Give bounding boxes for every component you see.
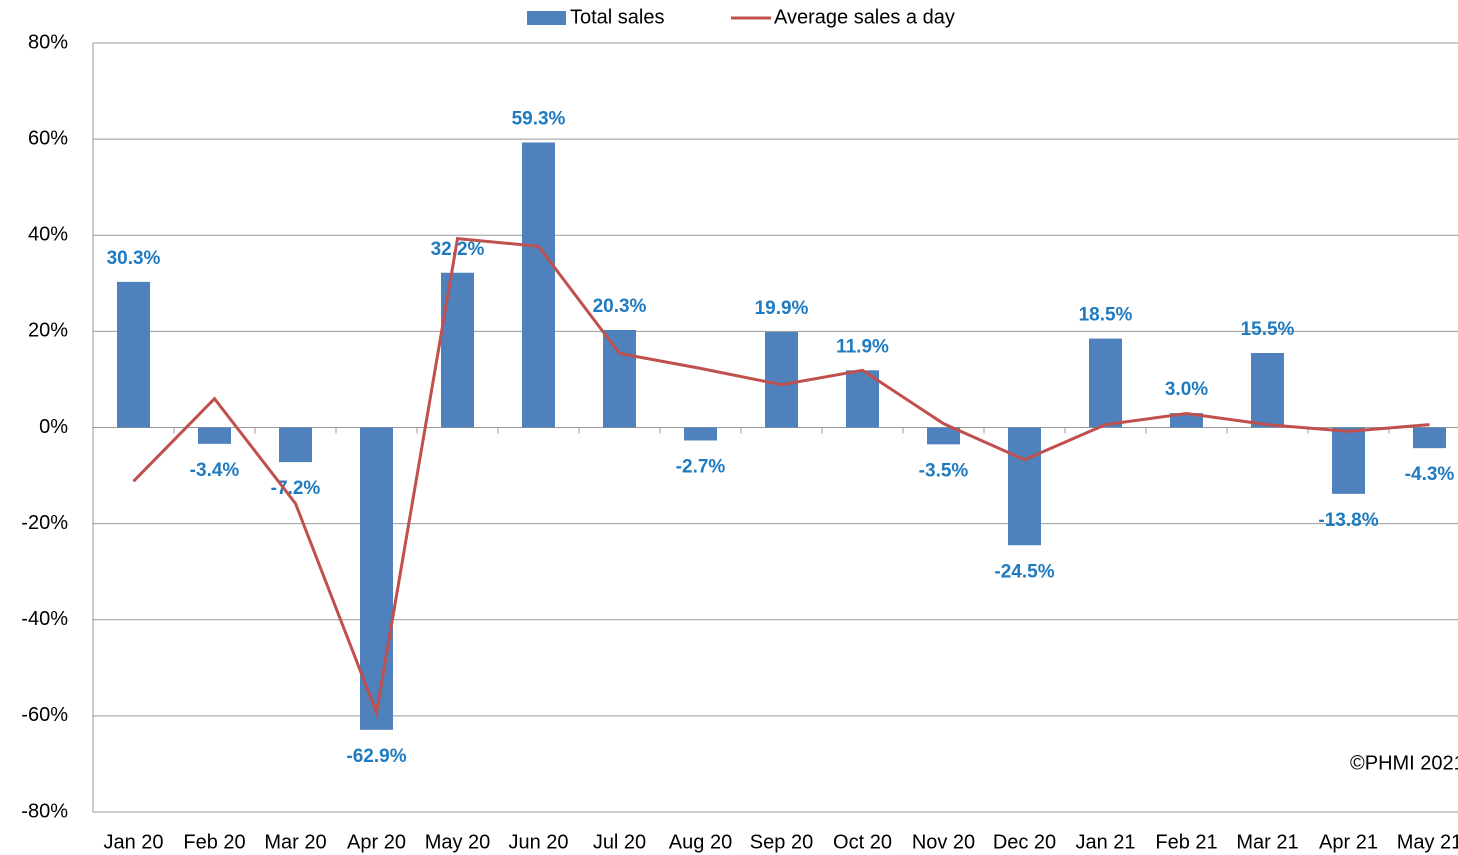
- y-tick-label: -40%: [21, 608, 68, 630]
- bar: [117, 281, 150, 428]
- legend-label: Total sales: [570, 6, 665, 28]
- x-tick-label: Jan 20: [103, 831, 163, 853]
- bar: [684, 427, 717, 441]
- value-label: -24.5%: [994, 561, 1054, 582]
- bar: [846, 370, 879, 428]
- x-tick-label: Oct 20: [833, 831, 892, 853]
- x-tick-label: Dec 20: [993, 831, 1056, 853]
- y-tick-label: -80%: [21, 800, 68, 822]
- value-label: 11.9%: [836, 336, 889, 357]
- y-tick-label: -60%: [21, 704, 68, 726]
- x-tick-label: May 20: [425, 831, 491, 853]
- y-tick-label: 60%: [28, 127, 68, 149]
- value-label: -2.7%: [676, 456, 726, 477]
- annotation: ©PHMI 2021: [1350, 752, 1458, 774]
- bar: [1332, 427, 1365, 494]
- bar: [279, 427, 312, 463]
- y-tick-label: -20%: [21, 512, 68, 534]
- x-tick-label: May 21: [1397, 831, 1458, 853]
- value-label: -7.2%: [271, 478, 321, 499]
- legend-swatch: [527, 11, 566, 25]
- value-label: 20.3%: [593, 296, 647, 317]
- value-label: 30.3%: [107, 248, 161, 269]
- value-label: -13.8%: [1318, 510, 1378, 531]
- legend-label: Average sales a day: [774, 6, 955, 28]
- value-label: 15.5%: [1241, 319, 1295, 340]
- x-tick-label: Jan 21: [1075, 831, 1135, 853]
- value-label: -62.9%: [346, 746, 406, 767]
- x-tick-label: Jul 20: [593, 831, 646, 853]
- x-tick-label: Nov 20: [912, 831, 975, 853]
- bar: [1089, 338, 1122, 428]
- x-tick-label: Mar 20: [264, 831, 326, 853]
- value-label: 59.3%: [512, 109, 566, 130]
- bar: [522, 142, 555, 428]
- bar: [198, 427, 231, 444]
- x-tick-label: Feb 21: [1155, 831, 1217, 853]
- bar: [1170, 413, 1203, 428]
- x-tick-label: Apr 21: [1319, 831, 1378, 853]
- value-label: 18.5%: [1079, 305, 1133, 326]
- x-tick-label: Jun 20: [508, 831, 568, 853]
- x-tick-label: Sep 20: [750, 831, 813, 853]
- value-label: 32.2%: [431, 239, 485, 260]
- x-tick-label: Mar 21: [1236, 831, 1298, 853]
- y-tick-label: 80%: [28, 31, 68, 53]
- value-label: -3.5%: [919, 460, 969, 481]
- bar: [927, 427, 960, 445]
- value-label: 3.0%: [1165, 379, 1208, 400]
- bar: [1251, 353, 1284, 428]
- x-tick-label: Feb 20: [183, 831, 245, 853]
- bar: [765, 331, 798, 428]
- bar: [603, 329, 636, 428]
- x-tick-label: Apr 20: [347, 831, 406, 853]
- y-tick-label: 20%: [28, 320, 68, 342]
- y-tick-label: 0%: [39, 416, 68, 438]
- line: [132, 236, 1430, 719]
- bar: [1413, 427, 1446, 449]
- x-tick-label: Aug 20: [669, 831, 732, 853]
- value-label: -4.3%: [1405, 464, 1455, 485]
- y-tick-label: 40%: [28, 224, 68, 246]
- bar: [360, 427, 393, 730]
- value-label: 19.9%: [755, 298, 809, 319]
- bar: [441, 272, 474, 428]
- value-label: -3.4%: [190, 460, 240, 481]
- bar: [1008, 427, 1041, 546]
